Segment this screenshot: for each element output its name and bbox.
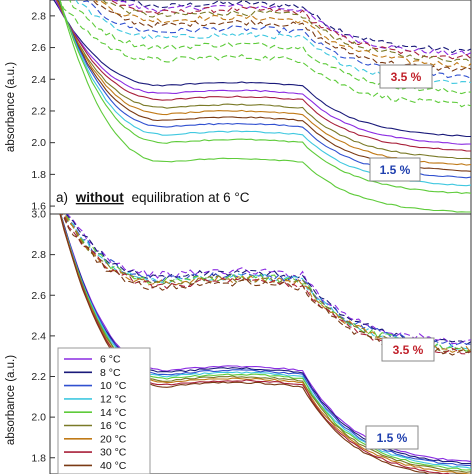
panel-b-series-dashed-line — [66, 214, 471, 345]
legend-label: 8 °C — [100, 367, 121, 379]
panel-a-series-solid-line — [59, 0, 471, 213]
panel-b-series-dashed-line — [63, 214, 471, 352]
legend-label: 6 °C — [100, 354, 121, 366]
panel-b-series-dashed-line — [64, 214, 471, 348]
legend-label: 12 °C — [100, 394, 127, 406]
panel-a-title-prefix: a) — [56, 190, 68, 205]
panel-a-series-solid-line — [59, 0, 471, 194]
panel-b-series-dashed-line — [65, 214, 471, 346]
panel-b-legend-items: 6 °C8 °C10 °C 12 °C14 °C16 °C20 °C 30 °C40… — [64, 354, 127, 472]
panel-a-plot-frame — [49, 0, 472, 215]
panel-a-title: a) without equilibration at 6 °C — [56, 190, 250, 205]
panel-a: 1.61.82.02.22.42.62.8 absorbance (a.u.) … — [5, 0, 472, 215]
panel-a-series-dashed-line — [94, 0, 471, 69]
panel-b-annotation-3-5-box — [381, 337, 435, 362]
panel-b-plot-frame — [49, 213, 472, 474]
legend-label: 14 °C — [100, 407, 127, 419]
panel-a-y-tick-label: 2.2 — [31, 105, 46, 117]
panel-a-series-dashed-line — [102, 0, 471, 64]
panel-b-y-tick-label: 2.8 — [31, 249, 46, 261]
panel-a-series-solid-line — [52, 0, 471, 138]
panel-b-y-tick-label: 2.0 — [31, 412, 46, 424]
panel-b-series-dashed-line — [61, 214, 471, 350]
panel-a-annotation-1-5-box — [369, 157, 421, 182]
panel-b-y-tick-label: 2.6 — [31, 290, 46, 302]
panel-b-series-dashed-line — [60, 214, 471, 356]
panel-b-y-tick-label: 2.2 — [31, 371, 46, 383]
panel-a-y-tick-label: 2.4 — [31, 74, 46, 86]
panel-a-y-tick-label: 2.8 — [31, 10, 46, 22]
panel-a-y-tick-label: 1.6 — [31, 201, 46, 213]
panel-b-annotation-3-5: 3.5 % — [393, 343, 424, 357]
panel-b-y-tick-label: 2.4 — [31, 330, 46, 342]
panel-a-series-dashed-line — [59, 0, 471, 108]
panel-a-annotation-3-5-box — [379, 64, 433, 89]
panel-b-y-tick-label: 1.8 — [31, 452, 46, 464]
panel-b-y-tick-label: 3.0 — [31, 209, 46, 221]
panel-b-y-axis-label: absorbance (a.u.) — [5, 355, 17, 445]
panel-a-y-tick-label: 1.8 — [31, 169, 46, 181]
panel-a-title-emph: without — [75, 190, 124, 205]
legend-label: 30 °C — [100, 447, 127, 459]
panel-b: 1.82.02.22.42.62.83.0 absorbance (a.u.) … — [5, 209, 472, 474]
panel-a-series-solid-line — [56, 0, 471, 160]
legend-label: 40 °C — [100, 460, 127, 472]
legend-label: 10 °C — [100, 380, 127, 392]
panel-a-annotation-1-5: 1.5 % — [380, 163, 411, 177]
legend-label: 16 °C — [100, 420, 127, 432]
panel-a-annotation-3-5: 3.5 % — [391, 70, 422, 84]
panel-b-series-dashed-line — [64, 214, 471, 354]
panel-a-title-rest: equilibration at 6 °C — [132, 190, 250, 205]
panel-a-series-solid-line — [54, 0, 471, 145]
panel-a-y-axis-label: absorbance (a.u.) — [5, 62, 17, 152]
panel-a-series-dashed-line — [105, 0, 471, 60]
panel-a-series-dashed-line — [68, 0, 471, 95]
panel-b-annotation-1-5-box — [365, 425, 419, 450]
panel-a-y-ticks: 1.6 1.8 2.0 2.2 2.4 2.6 2.8 — [31, 10, 55, 213]
panel-b-legend — [57, 347, 151, 474]
panel-a-y-tick-label: 2.0 — [31, 137, 46, 149]
panel-a-series-dashed-line — [111, 0, 471, 56]
panel-a-y-tick-label: 2.6 — [31, 42, 46, 54]
panel-b-y-ticks: 1.8 2.0 2.2 2.4 2.6 2.8 3.0 — [31, 209, 55, 464]
panel-b-series-dashed-line — [62, 214, 471, 355]
panel-b-series-dashed-line — [61, 214, 471, 354]
panel-b-annotation-1-5: 1.5 % — [377, 431, 408, 445]
legend-label: 20 °C — [100, 433, 127, 445]
panel-a-series-solid-line — [56, 0, 471, 152]
